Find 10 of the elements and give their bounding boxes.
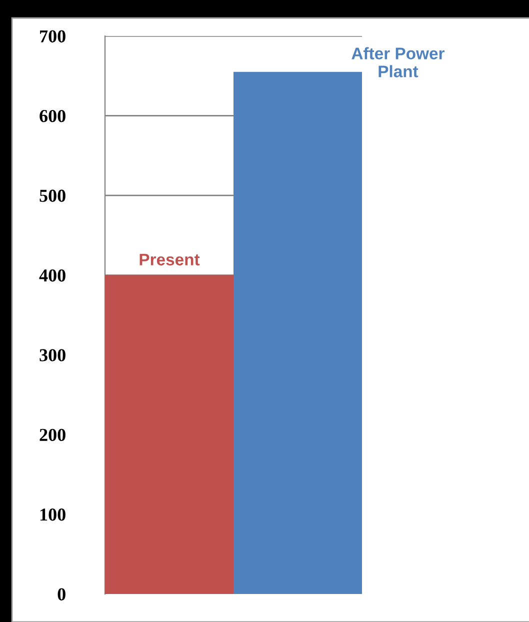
y-tick-label: 700 (40, 30, 66, 42)
y-tick-label: 0 (58, 588, 66, 600)
y-tick-label: 100 (40, 508, 66, 521)
y-tick-label: 300 (40, 349, 66, 362)
series-label: Present (140, 254, 200, 266)
y-tick-label: 600 (40, 110, 66, 122)
y-tick-label: 400 (39, 269, 66, 282)
y-tick-label: 200 (40, 428, 66, 442)
series-label: After Power Plant (352, 47, 444, 78)
y-tick-label: 500 (40, 190, 66, 202)
